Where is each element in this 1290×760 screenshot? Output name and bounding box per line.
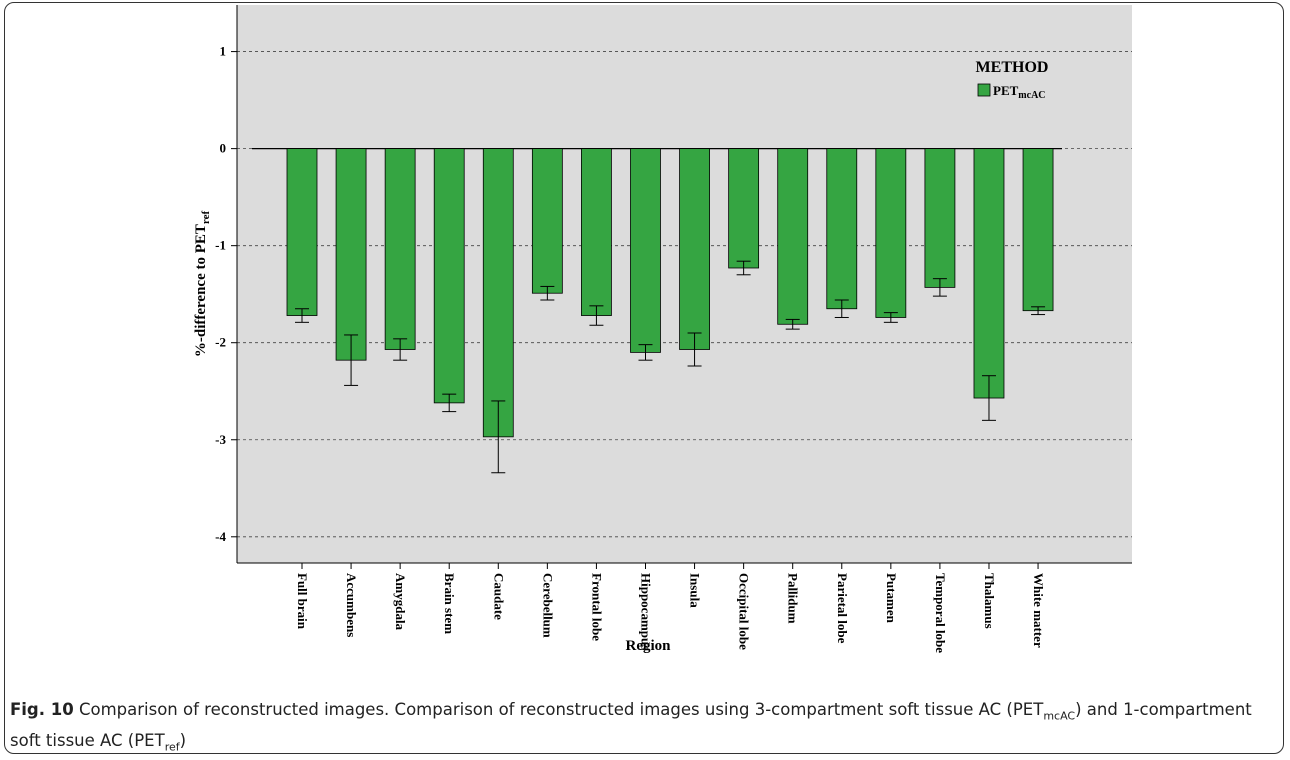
legend-swatch	[977, 83, 991, 97]
caption-label: Fig. 10	[10, 700, 74, 719]
bar	[826, 148, 858, 310]
bar	[924, 148, 956, 288]
bar	[286, 148, 318, 316]
bar	[973, 148, 1005, 399]
x-tick-label: Full brain	[295, 573, 310, 630]
error-bar	[295, 308, 309, 323]
bar	[777, 148, 809, 325]
legend-label-sub: mcAC	[1018, 90, 1045, 101]
caption-text: Comparison of reconstructed images. Comp…	[78, 700, 1044, 719]
bar	[728, 148, 760, 269]
y-tick-label: -4	[215, 529, 226, 544]
bar	[335, 148, 367, 361]
x-tick-label: Brain stem	[442, 573, 457, 634]
x-tick-label: Hippocampus	[638, 573, 653, 650]
error-bar	[589, 305, 604, 326]
caption-subscript: mcAC	[1043, 709, 1076, 723]
error-bar	[834, 299, 849, 318]
error-bar	[638, 344, 653, 361]
error-bar	[785, 318, 800, 330]
y-tick-label: 0	[220, 141, 227, 156]
x-tick-label: Caudate	[491, 573, 506, 620]
x-tick-label: Cerebellum	[540, 573, 555, 638]
x-tick-label: Thalamus	[982, 573, 997, 629]
bar	[679, 148, 710, 350]
x-axis-label: Region	[626, 638, 672, 654]
figure-frame	[4, 2, 1284, 754]
x-tick-label: Insula	[688, 573, 703, 608]
error-bar	[442, 393, 457, 413]
error-bar	[687, 332, 702, 367]
chart: METHOD Region -4 -3 -2 -1 0 1 %-difference to …	[193, 5, 1132, 654]
bar	[875, 148, 907, 318]
legend-label: PETmcAC	[993, 83, 1046, 101]
error-bar	[1031, 306, 1046, 316]
y-tick-label: -2	[215, 335, 226, 350]
x-tick-label: Occipital lobe	[737, 573, 752, 650]
error-bar	[491, 400, 506, 474]
error-bar	[540, 285, 555, 301]
bar	[482, 148, 514, 438]
y-axis-label-main: %-difference to PET	[193, 224, 209, 357]
error-bar	[981, 375, 996, 421]
x-tick-label: Pallidum	[786, 573, 801, 624]
bar	[433, 148, 465, 404]
caption: Fig. 10 Comparison of reconstructed imag…	[10, 697, 1260, 760]
y-tick-label: -1	[215, 238, 226, 253]
bar	[1022, 148, 1054, 312]
x-tick-label: Amygdala	[393, 573, 408, 631]
y-tick-label: -3	[215, 432, 226, 447]
caption-text: ) and 1-compartment soft tissue AC (PET	[10, 700, 1252, 751]
bar	[384, 148, 416, 350]
y-axis-label: %-difference to PETref	[193, 211, 212, 358]
error-bar	[393, 338, 408, 361]
error-bar	[736, 260, 751, 276]
bar	[531, 148, 563, 294]
x-tick-label: Parietal lobe	[835, 573, 850, 644]
x-tick-label: Putamen	[884, 573, 899, 624]
y-axis-label-sub: ref	[200, 211, 212, 225]
x-tick-label: Temporal lobe	[933, 573, 948, 653]
error-bar	[883, 312, 898, 323]
x-tick-label: Frontal lobe	[589, 573, 604, 641]
error-bar	[344, 334, 359, 386]
bar	[581, 148, 612, 316]
legend-label-main: PET	[993, 83, 1019, 98]
x-tick-label: White matter	[1031, 573, 1046, 648]
bar	[630, 148, 661, 353]
x-tick-label: Accumbens	[344, 573, 359, 637]
caption-text: )	[179, 731, 187, 751]
error-bar	[932, 278, 947, 297]
legend-title: METHOD	[976, 59, 1049, 76]
y-tick-label: 1	[220, 44, 227, 59]
caption-subscript: ref	[164, 740, 180, 754]
